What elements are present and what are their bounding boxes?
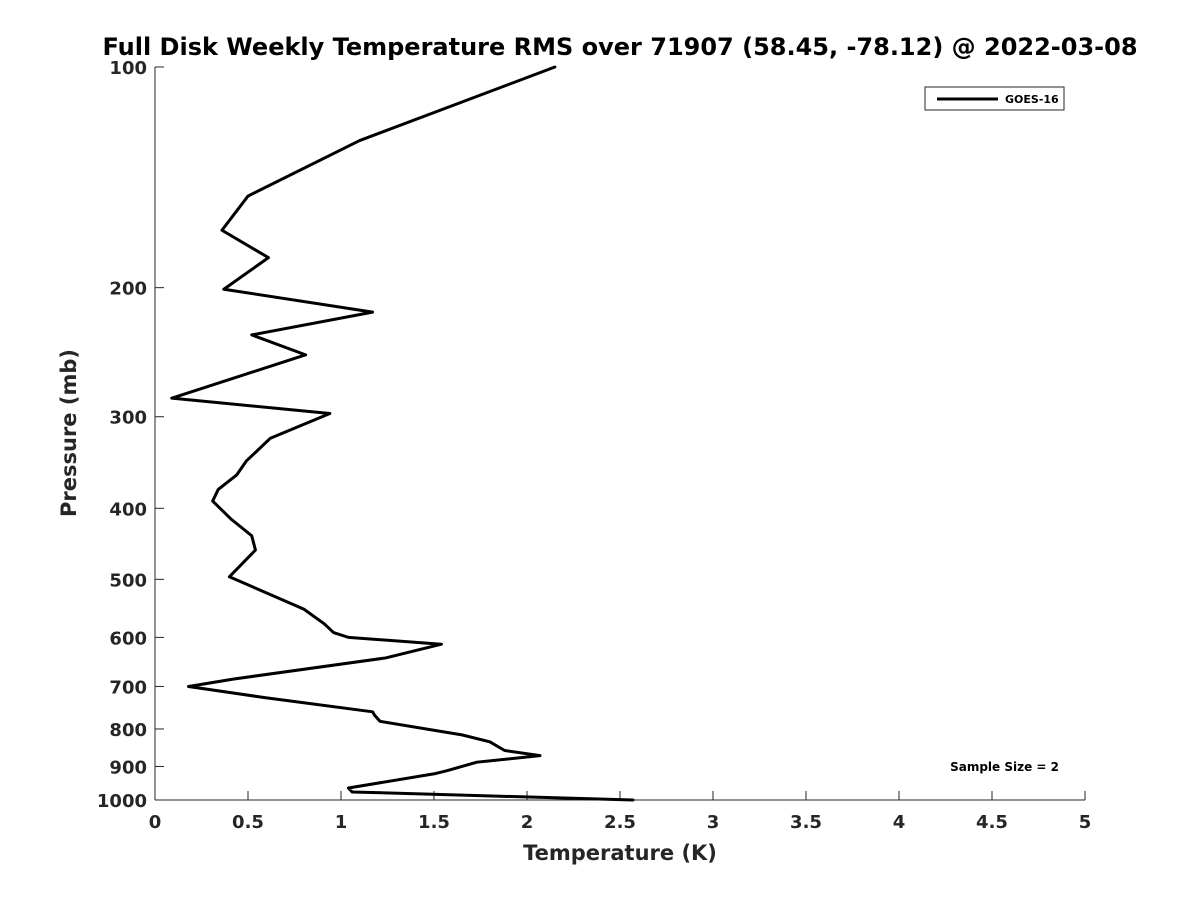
series-line-goes-16 (170, 65, 635, 802)
y-tick-label: 400 (109, 499, 147, 520)
y-tick-label: 500 (109, 570, 147, 591)
y-tick-label: 700 (109, 677, 147, 698)
x-tick-label: 0 (149, 812, 162, 833)
y-tick-label: 1000 (97, 791, 147, 812)
plot-axes (154, 67, 1085, 801)
x-tick-label: 1.5 (418, 812, 450, 833)
y-tick-label: 600 (109, 628, 147, 649)
y-tick-label: 200 (109, 279, 147, 300)
x-tick-label: 3 (707, 812, 720, 833)
chart-title: Full Disk Weekly Temperature RMS over 71… (102, 33, 1137, 61)
sample-size-annotation: Sample Size = 2 (950, 760, 1059, 774)
y-tick-group: 100 200 300 400 500 600 700 800 900 1000 (97, 58, 164, 812)
x-tick-label: 2 (521, 812, 534, 833)
x-tick-label: 0.5 (232, 812, 264, 833)
x-tick-label: 1 (335, 812, 348, 833)
y-axis-label: Pressure (mb) (57, 349, 81, 517)
x-tick-label: 3.5 (790, 812, 822, 833)
legend: GOES-16 (924, 86, 1065, 111)
y-tick-label: 800 (109, 720, 147, 741)
x-tick-label: 4 (893, 812, 906, 833)
legend-label: GOES-16 (1005, 93, 1059, 106)
y-tick-label: 100 (109, 58, 147, 79)
x-tick-label: 2.5 (604, 812, 636, 833)
x-tick-group: 0 0.5 1 1.5 2 2.5 3 3.5 4 4.5 5 (149, 791, 1092, 833)
x-axis-label: Temperature (K) (523, 841, 717, 865)
y-tick-label: 300 (109, 408, 147, 429)
y-tick-label: 900 (109, 757, 147, 778)
x-tick-label: 4.5 (976, 812, 1008, 833)
x-tick-label: 5 (1079, 812, 1092, 833)
